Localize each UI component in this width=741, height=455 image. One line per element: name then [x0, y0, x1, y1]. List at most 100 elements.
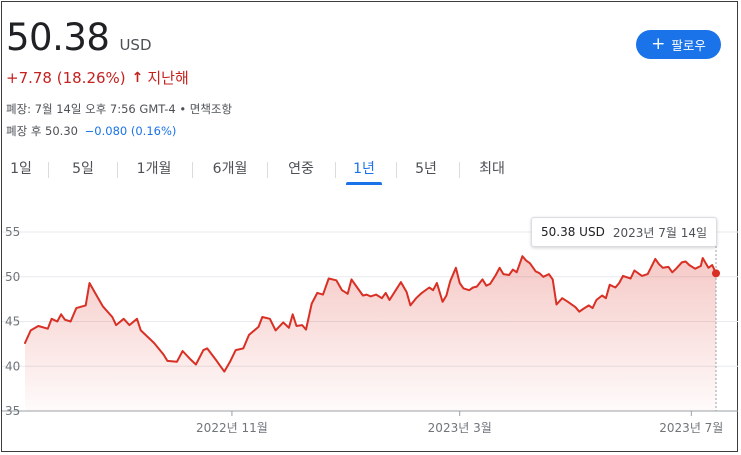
- data-point: [622, 275, 623, 276]
- data-point: [583, 308, 584, 309]
- data-point: [615, 287, 616, 288]
- data-point: [619, 282, 620, 283]
- data-point: [634, 270, 635, 271]
- data-point: [311, 303, 312, 304]
- data-point: [689, 265, 690, 266]
- tab-divider: [459, 162, 460, 178]
- follow-button[interactable]: + 팔로우: [636, 30, 721, 59]
- tab-6m[interactable]: 6개월: [212, 161, 248, 177]
- plus-icon: +: [651, 34, 666, 54]
- data-point: [579, 311, 580, 312]
- tab-5d[interactable]: 5일: [72, 161, 94, 177]
- data-point: [433, 290, 434, 291]
- data-point: [455, 267, 456, 268]
- data-point: [47, 328, 48, 329]
- x-tick-label: 2023년 7월: [659, 421, 723, 435]
- price-change: +7.78 (18.26%) ↑ 지난해: [6, 67, 189, 88]
- data-point: [347, 293, 348, 294]
- data-point: [123, 318, 124, 319]
- data-point: [472, 287, 473, 288]
- tab-divider: [396, 162, 397, 178]
- data-point: [381, 298, 382, 299]
- data-point: [57, 321, 58, 322]
- data-point: [482, 279, 483, 280]
- data-point: [588, 305, 589, 306]
- data-point: [203, 350, 204, 351]
- tab-max[interactable]: 최대: [479, 161, 505, 177]
- data-point: [672, 272, 673, 273]
- data-point: [176, 361, 177, 362]
- tooltip-date: 2023년 7월 14일: [612, 225, 708, 240]
- data-point: [167, 360, 168, 361]
- data-point: [163, 354, 164, 355]
- last-price-marker: [712, 269, 720, 278]
- data-point: [283, 322, 284, 323]
- data-point: [601, 295, 602, 296]
- tab-divider: [117, 162, 118, 178]
- data-point: [112, 316, 113, 317]
- data-point: [116, 324, 117, 325]
- data-point: [655, 258, 656, 259]
- follow-button-label: 팔로우: [671, 38, 706, 53]
- data-point: [552, 279, 553, 280]
- data-point: [153, 342, 154, 343]
- data-point: [89, 282, 90, 283]
- data-point: [499, 267, 500, 268]
- data-point: [459, 282, 460, 283]
- data-point: [658, 264, 659, 265]
- data-point: [395, 290, 396, 291]
- data-point: [609, 284, 610, 285]
- data-point: [543, 276, 544, 277]
- change-value: +7.78 (18.26%): [6, 68, 126, 87]
- data-point: [522, 256, 523, 257]
- tab-1y[interactable]: 1년: [346, 154, 382, 185]
- price-area: [25, 256, 716, 411]
- tab-1d[interactable]: 1일: [10, 161, 32, 177]
- y-tick-label: 35: [5, 404, 20, 418]
- data-point: [385, 292, 386, 293]
- tab-divider: [267, 162, 268, 178]
- data-point: [182, 350, 183, 351]
- data-point: [207, 348, 208, 349]
- price-tooltip: 50.38 USD 2023년 7월 14일: [531, 217, 718, 247]
- data-point: [216, 360, 217, 361]
- data-point: [302, 324, 303, 325]
- arrow-up-icon: ↑: [131, 69, 144, 86]
- tab-5y[interactable]: 5년: [415, 161, 437, 177]
- data-point: [463, 288, 464, 289]
- data-point: [556, 304, 557, 305]
- data-point: [415, 298, 416, 299]
- x-tick-label: 2023년 3월: [428, 421, 492, 435]
- data-point: [406, 291, 407, 292]
- data-point: [712, 265, 713, 266]
- y-tick-label: 50: [5, 270, 20, 284]
- tab-ytd[interactable]: 연중: [288, 161, 314, 177]
- range-tabs: 1일 5일 1개월 6개월 연중 1년 5년 최대: [0, 154, 741, 186]
- data-point: [30, 330, 31, 331]
- data-point: [681, 262, 682, 263]
- data-point: [64, 319, 65, 320]
- data-point: [366, 294, 367, 295]
- data-point: [288, 327, 289, 328]
- tab-1m[interactable]: 1개월: [136, 161, 172, 177]
- after-hours-change: −0.080 (0.16%): [84, 124, 177, 138]
- data-point: [296, 325, 297, 326]
- data-point: [60, 314, 61, 315]
- data-point: [592, 307, 593, 308]
- data-point: [539, 273, 540, 274]
- data-point: [486, 285, 487, 286]
- data-point: [508, 274, 509, 275]
- data-point: [429, 287, 430, 288]
- data-point: [190, 358, 191, 359]
- data-point: [51, 318, 52, 319]
- data-point: [516, 272, 517, 273]
- data-point: [535, 271, 536, 272]
- data-point: [292, 314, 293, 315]
- data-point: [322, 294, 323, 295]
- data-point: [562, 298, 563, 299]
- tab-divider: [335, 162, 336, 178]
- after-hours-info: 폐장 후 50.30 −0.080 (0.16%): [6, 123, 176, 139]
- data-point: [489, 283, 490, 284]
- data-point: [389, 299, 390, 300]
- data-point: [567, 301, 568, 302]
